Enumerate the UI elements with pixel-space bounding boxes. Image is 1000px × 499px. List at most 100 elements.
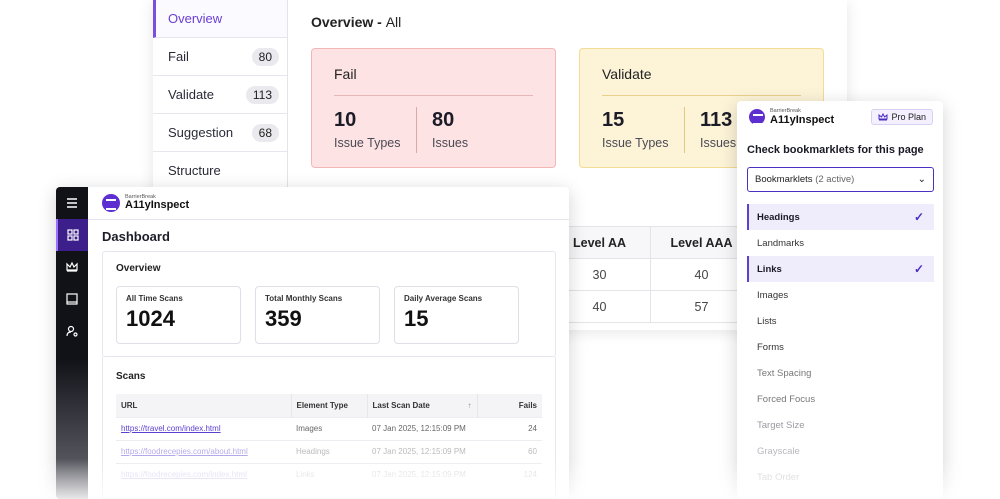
url-link[interactable]: https://foodrecepies.com/about.html [116, 439, 291, 463]
kpi-label: All Time Scans [126, 294, 183, 303]
nav-item-suggestion[interactable]: Suggestion 68 [153, 114, 287, 152]
option-images[interactable]: Images [747, 282, 934, 308]
section-title: Overview [116, 263, 161, 274]
bookmarklets-select[interactable]: Bookmarklets (2 active) ⌄ [747, 167, 934, 192]
fails-count: 60 [477, 439, 542, 463]
issues-metric: 113 Issues [700, 109, 736, 150]
user-settings-icon [66, 325, 78, 337]
nav-item-overview[interactable]: Overview [153, 0, 287, 38]
reports-nav-button[interactable] [56, 283, 88, 315]
url-link[interactable]: https://travel.com/index.html [116, 416, 291, 440]
kpi-label: Daily Average Scans [404, 294, 483, 303]
column-header-fails[interactable]: Fails [477, 394, 542, 417]
table-row: https://foodrecepies.com/index.html Link… [116, 462, 542, 486]
metric-label: Issue Types [334, 136, 401, 150]
table-header-row: URL Element Type Last Scan Date ↑ Fails [116, 394, 542, 417]
bookmarklet-options: Headings ✓ Landmarks Links ✓ Images Lists … [747, 204, 934, 490]
kpi-value: 1024 [126, 306, 175, 331]
logo-icon [749, 109, 765, 126]
dashboard-header: BarrierBreak A11yInspect [88, 187, 569, 220]
grid-icon [67, 229, 79, 241]
kpi-card-daily: Daily Average Scans 15 [394, 286, 519, 344]
crown-icon [66, 261, 78, 272]
count-badge: 80 [251, 47, 279, 66]
option-grayscale[interactable]: Grayscale [747, 438, 934, 464]
option-label: Headings [757, 211, 800, 223]
option-text-spacing[interactable]: Text Spacing [747, 360, 934, 386]
metric-label: Issues [432, 136, 469, 150]
option-label: Target Size [757, 419, 805, 431]
popup-heading: Check bookmarklets for this page [747, 144, 924, 156]
option-landmarks[interactable]: Landmarks [747, 230, 934, 256]
issues-metric: 80 Issues [432, 109, 468, 150]
scans-table: URL Element Type Last Scan Date ↑ Fails … [116, 394, 542, 486]
issue-types-metric: 10 Issue Types [334, 109, 400, 150]
check-icon: ✓ [913, 210, 924, 224]
nav-item-validate[interactable]: Validate 113 [153, 76, 287, 114]
select-value: Bookmarklets (2 active) [755, 174, 854, 185]
divider [602, 95, 801, 96]
option-label: Landmarks [757, 237, 804, 249]
table-row: https://travel.com/index.html Images 07 … [116, 416, 542, 440]
divider [416, 107, 417, 153]
active-count: (2 active) [815, 174, 855, 185]
logo-icon [102, 194, 120, 212]
menu-button[interactable] [56, 187, 88, 219]
table-row: 40 57 [548, 290, 753, 323]
dashboard-window: BarrierBreak A11yInspect Dashboard Overv… [56, 187, 569, 499]
fail-card: Fail 10 Issue Types 80 Issues [311, 48, 556, 168]
nav-item-structure[interactable]: Structure [153, 152, 287, 190]
metric-value: 113 [700, 109, 733, 131]
chevron-down-icon: ⌄ [917, 174, 926, 185]
option-label: Lists [757, 315, 777, 327]
table-cell: 40 [650, 258, 753, 291]
card-title: Validate [602, 66, 652, 82]
count-badge: 68 [251, 123, 279, 142]
card-title: Fail [334, 66, 357, 82]
popup-logo: BarrierBreak A11yInspect [749, 108, 834, 126]
kpi-value: 359 [265, 306, 302, 331]
option-links[interactable]: Links ✓ [747, 256, 934, 282]
option-forms[interactable]: Forms [747, 334, 934, 360]
dashboard-nav-button[interactable] [56, 219, 88, 251]
logo: BarrierBreak A11yInspect [125, 194, 189, 212]
option-tab-order[interactable]: Tab Order [747, 464, 934, 490]
column-header-element-type[interactable]: Element Type [291, 394, 368, 417]
report-nav: Overview Fail 80 Validate 113 Suggestion… [153, 0, 288, 200]
plans-nav-button[interactable] [56, 251, 88, 283]
profile-nav-button[interactable] [56, 315, 88, 347]
metric-value: 15 [602, 109, 625, 131]
nav-item-fail[interactable]: Fail 80 [153, 38, 287, 76]
nav-item-label: Structure [168, 163, 221, 178]
option-target-size[interactable]: Target Size [747, 412, 934, 438]
option-label: Images [757, 289, 789, 301]
divider [334, 95, 533, 96]
metric-value: 10 [334, 109, 357, 131]
pro-plan-badge[interactable]: Pro Plan [871, 109, 933, 125]
element-type: Images [291, 416, 367, 440]
url-link[interactable]: https://foodrecepies.com/index.html [116, 462, 291, 486]
option-headings[interactable]: Headings ✓ [747, 204, 934, 230]
page-title-sub: All [385, 14, 402, 30]
crown-icon [878, 112, 888, 121]
option-lists[interactable]: Lists [747, 308, 934, 334]
kpi-label: Total Monthly Scans [265, 294, 343, 303]
option-forced-focus[interactable]: Forced Focus [747, 386, 934, 412]
metric-value: 80 [432, 109, 455, 131]
menu-icon [67, 198, 77, 208]
column-header-last-scan-date[interactable]: Last Scan Date ↑ [367, 394, 478, 417]
nav-item-label: Fail [168, 49, 189, 64]
issue-types-metric: 15 Issue Types [602, 109, 668, 150]
count-badge: 113 [245, 85, 279, 104]
table-cell: 57 [650, 290, 753, 323]
column-header: Level AAA [650, 226, 753, 259]
element-type: Links [291, 462, 367, 486]
fails-count: 24 [477, 416, 542, 440]
column-header-url[interactable]: URL [116, 394, 292, 417]
section-title: Scans [116, 371, 146, 382]
option-label: Grayscale [757, 445, 800, 457]
scan-date: 07 Jan 2025, 12:15:09 PM [367, 462, 477, 486]
overview-section: Overview All Time Scans 1024 Total Month… [102, 251, 556, 357]
metric-label: Issues [700, 136, 737, 150]
nav-item-label: Suggestion [168, 125, 234, 140]
